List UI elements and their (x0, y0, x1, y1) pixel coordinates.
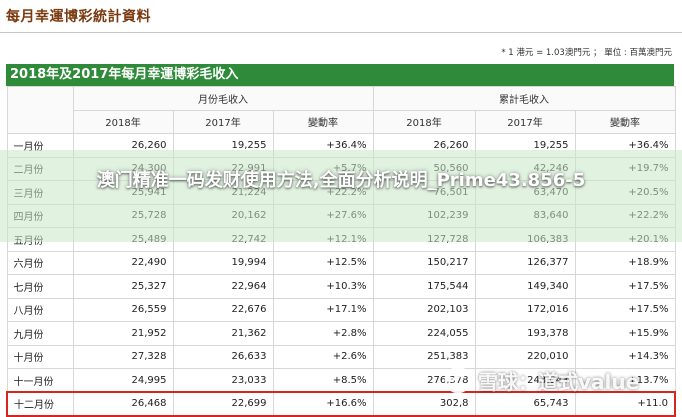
table-row: 六月份 22,490 19,994 +12.5% 150,217 126,377 +18.9… (6, 250, 676, 275)
col-header: 2018年 (72, 109, 174, 134)
value-cell: 149,340 (474, 274, 576, 299)
table-row: 九月份 21,952 21,362 +2.8% 224,055 193,378 +15.9% (6, 321, 676, 346)
value-cell: 172,016 (474, 297, 576, 322)
value-cell: 26,633 (172, 344, 274, 369)
value-cell: 21,362 (172, 321, 274, 346)
value-cell: 220,010 (474, 344, 576, 369)
overlay-band (0, 150, 682, 242)
value-cell: +17.1% (272, 297, 374, 322)
value-cell: +13.7% (574, 368, 676, 393)
value-cell: 26,468 (72, 391, 174, 417)
value-cell: 25,327 (72, 274, 174, 299)
value-cell: 22,699 (172, 391, 274, 417)
snowball-logo-icon (444, 366, 472, 394)
col-header: 變動率 (574, 109, 676, 134)
value-cell: +2.6% (272, 344, 374, 369)
value-cell: 193,378 (474, 321, 576, 346)
value-cell: 21,952 (72, 321, 174, 346)
group-header-row: 月份毛收入 累計毛收入 (6, 86, 676, 134)
table-row: 十一月份 24,995 23,033 +8.5% 276,378 243,043 +13.7… (6, 368, 676, 393)
value-cell: 175,544 (372, 274, 476, 299)
col-header: 變動率 (272, 109, 374, 134)
value-cell: 150,217 (372, 250, 476, 275)
value-cell: 22,490 (72, 250, 174, 275)
value-cell: 19,994 (172, 250, 274, 275)
value-cell: 22,676 (172, 297, 274, 322)
col-header: 2017年 (474, 109, 576, 134)
month-cell: 九月份 (6, 321, 74, 346)
table-row: 十月份 27,328 26,633 +2.6% 251,383 220,010 +14.3% (6, 344, 676, 369)
title-divider (0, 32, 682, 33)
value-cell: +12.5% (272, 250, 374, 275)
value-cell: 22,964 (172, 274, 274, 299)
value-cell: +2.8% (272, 321, 374, 346)
value-cell: 23,033 (172, 368, 274, 393)
value-cell: +10.3% (272, 274, 374, 299)
currency-note: * 1 港元 = 1.03澳門元 ； 單位 : 百萬澳門元 (501, 48, 672, 58)
value-cell: +18.9% (574, 250, 676, 275)
value-cell: 24,995 (72, 368, 174, 393)
page-title: 每月幸運博彩統計資料 (6, 9, 151, 25)
value-cell: +17.5% (574, 297, 676, 322)
col-header: 2017年 (172, 109, 274, 134)
value-cell: 243,043 (474, 368, 576, 393)
watermark: 雪球：道式value (444, 362, 639, 398)
month-cell: 六月份 (6, 250, 74, 275)
value-cell: 26,559 (72, 297, 174, 322)
value-cell: +17.5% (574, 274, 676, 299)
cumulative-group-header: 累計毛收入 (372, 86, 676, 111)
monthly-group-header: 月份毛收入 (72, 86, 374, 111)
overlay-title: 澳门精准一码发财使用方法,全面分析说明_Prime43.856-5 (96, 170, 586, 191)
value-cell: 27,328 (72, 344, 174, 369)
value-cell: +16.6% (272, 391, 374, 417)
col-header: 2018年 (372, 109, 476, 134)
value-cell: 251,383 (372, 344, 476, 369)
value-cell: 126,377 (474, 250, 576, 275)
month-cell: 十一月份 (6, 368, 74, 393)
value-cell: 202,103 (372, 297, 476, 322)
month-cell: 十月份 (6, 344, 74, 369)
value-cell: +8.5% (272, 368, 374, 393)
table-row: 八月份 26,559 22,676 +17.1% 202,103 172,016 +17.5… (6, 297, 676, 322)
column-header-row: 2018年 2017年 變動率 2018年 2017年 變動率 (7, 109, 676, 134)
watermark-text: 雪球：道式value (478, 369, 640, 394)
value-cell: +14.3% (574, 344, 676, 369)
month-header-cell (6, 86, 74, 134)
month-cell: 七月份 (6, 274, 74, 299)
value-cell: 224,055 (372, 321, 476, 346)
table-row: 七月份 25,327 22,964 +10.3% 175,544 149,340 +17.5… (6, 274, 676, 299)
month-cell: 十二月份 (6, 391, 74, 417)
table-title: 2018年及2017年每月幸運博彩毛收入 (6, 64, 674, 86)
month-cell: 八月份 (6, 297, 74, 322)
value-cell: +15.9% (574, 321, 676, 346)
